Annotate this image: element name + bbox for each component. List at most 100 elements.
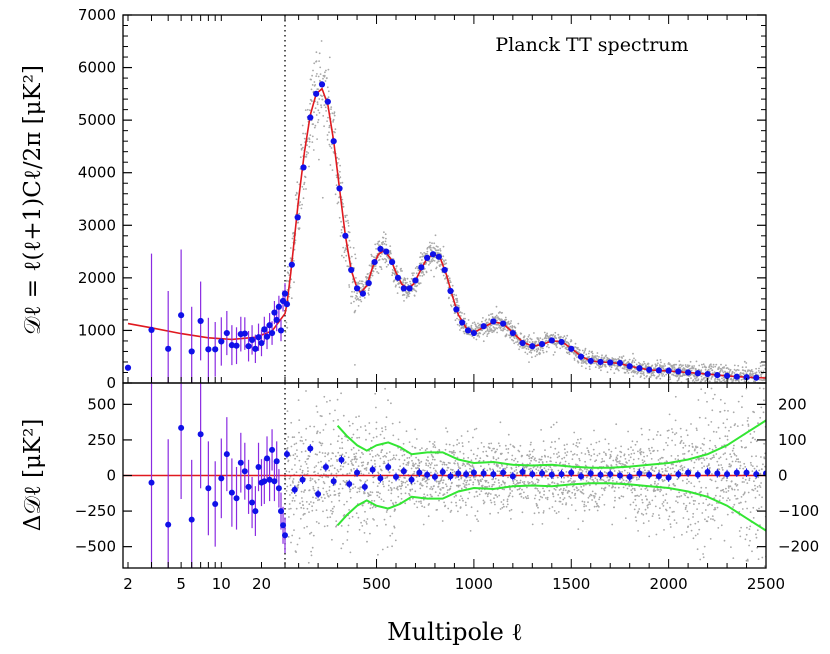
scatter-point — [387, 399, 389, 402]
scatter-point — [289, 286, 292, 289]
scatter-point — [330, 509, 332, 512]
scatter-point — [428, 263, 430, 266]
scatter-point — [551, 506, 554, 508]
scatter-point — [480, 465, 482, 468]
scatter-point — [744, 370, 747, 373]
scatter-point — [383, 231, 385, 234]
scatter-point — [477, 334, 480, 337]
scatter-point — [377, 491, 380, 494]
scatter-point — [537, 479, 540, 482]
scatter-point — [592, 448, 595, 451]
scatter-point — [425, 462, 427, 465]
scatter-point — [322, 481, 325, 483]
scatter-point — [430, 486, 433, 488]
scatter-point — [670, 455, 673, 457]
scatter-point — [287, 265, 289, 268]
scatter-point — [352, 483, 355, 486]
scatter-point — [594, 477, 597, 479]
scatter-point — [648, 501, 651, 504]
scatter-point — [295, 507, 298, 510]
scatter-point — [502, 481, 505, 484]
scatter-point — [487, 332, 490, 334]
scatter-point — [336, 156, 339, 159]
scatter-point — [509, 322, 512, 325]
scatter-point — [301, 469, 304, 472]
scatter-point — [554, 489, 557, 491]
scatter-point — [422, 523, 425, 526]
scatter-point — [756, 394, 758, 396]
scatter-point — [313, 111, 315, 114]
scatter-point — [319, 66, 322, 69]
scatter-point — [290, 541, 292, 544]
scatter-point — [714, 444, 717, 447]
best-fit-curve — [127, 87, 766, 379]
data-point — [459, 319, 466, 326]
scatter-point — [486, 455, 489, 458]
scatter-point — [700, 490, 702, 493]
scatter-point — [536, 478, 538, 481]
scatter-point — [338, 216, 341, 219]
scatter-point — [594, 493, 597, 495]
scatter-point — [696, 451, 699, 454]
scatter-point — [709, 439, 711, 442]
scatter-point — [393, 510, 396, 512]
scatter-point — [612, 359, 615, 362]
scatter-point — [342, 414, 345, 417]
scatter-point — [537, 348, 540, 350]
scatter-point — [667, 518, 670, 521]
scatter-point — [688, 364, 691, 367]
scatter-point — [675, 500, 677, 502]
scatter-point — [330, 108, 332, 110]
scatter-point — [584, 460, 586, 463]
scatter-point — [442, 274, 445, 277]
scatter-point — [439, 249, 442, 252]
scatter-point — [435, 480, 438, 483]
scatter-point — [692, 379, 695, 381]
scatter-point — [339, 182, 342, 184]
scatter-point — [308, 138, 311, 141]
scatter-point — [665, 441, 667, 444]
scatter-point — [403, 294, 406, 296]
scatter-point — [623, 368, 626, 370]
scatter-point — [396, 487, 398, 490]
scatter-point — [624, 517, 627, 520]
scatter-point — [572, 443, 575, 446]
scatter-point — [669, 526, 672, 528]
scatter-point — [318, 60, 320, 62]
scatter-point — [309, 479, 312, 482]
scatter-point — [577, 438, 579, 441]
scatter-point — [502, 329, 504, 331]
scatter-point — [369, 453, 371, 456]
scatter-point — [400, 498, 403, 500]
scatter-point — [720, 479, 723, 482]
scatter-point — [511, 490, 513, 492]
scatter-point — [707, 377, 710, 379]
scatter-point — [312, 123, 315, 125]
scatter-point — [354, 486, 357, 488]
scatter-point — [518, 450, 521, 453]
scatter-point — [584, 453, 587, 455]
scatter-point — [389, 250, 392, 252]
scatter-point — [348, 424, 351, 427]
scatter-point — [640, 512, 643, 515]
scatter-point — [374, 243, 377, 246]
scatter-point — [314, 124, 317, 127]
scatter-point — [707, 504, 709, 507]
scatter-point — [517, 343, 519, 346]
scatter-point — [662, 373, 665, 375]
scatter-point — [322, 493, 325, 496]
scatter-point — [483, 501, 486, 503]
scatter-point — [657, 459, 660, 461]
scatter-point — [631, 359, 634, 362]
scatter-point — [749, 388, 751, 390]
scatter-point — [360, 472, 363, 475]
scatter-point — [516, 340, 519, 343]
scatter-point — [556, 476, 559, 479]
scatter-point — [456, 297, 458, 300]
scatter-point — [380, 451, 383, 454]
scatter-point — [755, 371, 758, 374]
scatter-point — [509, 325, 512, 328]
scatter-point — [285, 470, 288, 473]
scatter-point — [580, 452, 583, 454]
scatter-point — [676, 496, 679, 498]
